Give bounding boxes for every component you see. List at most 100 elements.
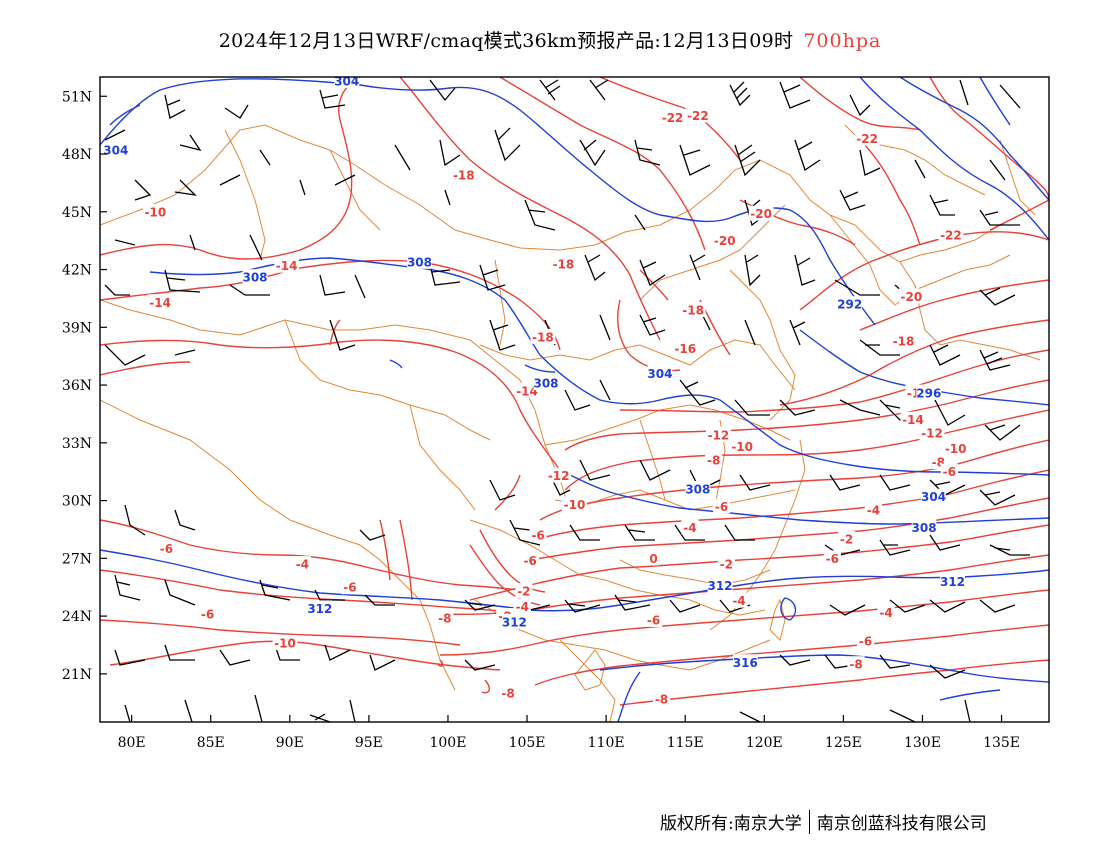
temperature-label: -18 — [893, 334, 915, 348]
temperature-label: -16 — [674, 342, 696, 356]
copyright-company: 南京创蓝科技有限公司 — [816, 814, 987, 834]
temperature-label: -6 — [524, 554, 537, 568]
height-label: 308 — [685, 483, 710, 497]
temperature-label: -4 — [296, 558, 309, 572]
height-label-bg — [921, 488, 946, 504]
temperature-label-bg — [900, 411, 926, 427]
lat-tick-label: 42N — [62, 263, 92, 279]
temperature-label-bg — [823, 550, 841, 566]
temperature-label-bg — [717, 556, 735, 572]
temperature-label-bg — [660, 109, 685, 125]
temperature-label: -2 — [840, 533, 853, 547]
lat-tick-label: 27N — [62, 551, 92, 567]
lon-tick-label: 95E — [355, 735, 383, 751]
lon-tick-label: 80E — [118, 735, 146, 751]
temperature-label: -14 — [516, 384, 538, 398]
temperature-label-bg — [546, 467, 572, 483]
lon-tick-label: 90E — [276, 735, 304, 751]
temperature-label-bg — [919, 425, 945, 441]
temperature-label-bg — [685, 107, 711, 123]
height-label-bg — [837, 296, 863, 312]
temperature-label-bg — [705, 452, 723, 468]
temperature-label: -8 — [438, 612, 451, 626]
temperature-label: -12 — [548, 469, 570, 483]
height-label: 296 — [916, 386, 941, 400]
temperature-label-bg — [856, 633, 875, 649]
map-title: 2024年12月13日WRF/cmaq模式36km预报产品:12月13日09时 7… — [0, 26, 1100, 53]
temperature-label-bg — [530, 328, 556, 344]
temperature-label-bg — [898, 288, 924, 304]
temperature-label-bg — [451, 167, 477, 183]
temperature-label: -20 — [901, 290, 923, 304]
temperature-label-bg — [837, 531, 856, 547]
temperature-label: -6 — [160, 542, 173, 556]
lon-tick-label: 135E — [983, 735, 1020, 751]
temperature-label: 0 — [649, 552, 657, 566]
lon-tick-label: 105E — [509, 735, 546, 751]
height-label: 308 — [242, 271, 267, 285]
height-label: 316 — [733, 656, 758, 670]
temperature-label: -4 — [683, 521, 696, 535]
axis-tick-labels: 80E 85E 90E 95E 100E 105E 110E 115E 120E 125E 130E… — [62, 89, 1020, 751]
temperature-label-bg — [652, 690, 671, 706]
copyright-separator — [808, 810, 810, 834]
temperature-contour-labels: -22 -22-22-18-10-14-14-18-20-20 -22-20-18-… — [142, 107, 969, 706]
temperature-label: -18 — [682, 303, 704, 317]
temperature-label: -10 — [145, 205, 167, 219]
height-label-bg — [407, 253, 432, 269]
height-label-bg — [940, 573, 965, 589]
temperature-contours — [100, 77, 1049, 706]
height-label: 292 — [837, 298, 862, 312]
temperature-label: -4 — [879, 606, 892, 620]
lon-tick-label: 110E — [588, 735, 625, 751]
temperature-label: -22 — [856, 132, 878, 146]
temperature-label-bg — [712, 498, 731, 514]
temperature-label: -8 — [707, 454, 720, 468]
temperature-label: -8 — [655, 692, 668, 706]
temperature-label: -8 — [501, 687, 514, 701]
temperature-label-bg — [748, 205, 774, 221]
temperature-label: -14 — [902, 413, 924, 427]
temperature-label: -6 — [943, 465, 956, 479]
temperature-label-bg — [274, 257, 300, 273]
temperature-label: -6 — [826, 552, 839, 566]
temperature-label: -10 — [945, 442, 967, 456]
temperature-label-bg — [706, 427, 731, 443]
province-border-lines — [100, 124, 1041, 722]
height-contour-labels: 304 304 308 308 292 308 304 296 308 304 308 312 312 3… — [103, 74, 965, 670]
temperature-label: -10 — [274, 637, 296, 651]
temperature-label-bg — [729, 438, 755, 454]
temperature-label: -18 — [553, 257, 575, 271]
lon-tick-label: 100E — [429, 735, 466, 751]
lon-tick-label: 130E — [904, 735, 941, 751]
height-label-bg — [647, 365, 673, 381]
lon-tick-label: 115E — [667, 735, 704, 751]
lat-tick-label: 30N — [62, 494, 92, 510]
height-label: 304 — [334, 74, 359, 88]
lat-tick-label: 39N — [62, 320, 92, 336]
plot-frame — [99, 76, 1050, 723]
lat-tick-label: 45N — [62, 205, 92, 221]
temperature-label-bg — [514, 382, 540, 398]
height-label: 308 — [912, 521, 937, 535]
temperature-label: -14 — [149, 296, 171, 310]
temperature-label-bg — [521, 552, 539, 568]
height-label-bg — [916, 384, 942, 400]
height-label-bg — [911, 519, 937, 535]
temperature-label-bg — [681, 519, 699, 535]
temperature-label: -2 — [517, 585, 530, 599]
temperature-label-bg — [293, 556, 312, 572]
lon-tick-label: 125E — [825, 735, 862, 751]
temperature-label: -10 — [731, 440, 753, 454]
temperature-label: -8 — [849, 658, 862, 672]
temperature-label-bg — [198, 606, 217, 622]
temperature-label: -6 — [859, 635, 872, 649]
temperature-label-bg — [551, 255, 576, 271]
lat-tick-label: 36N — [62, 378, 92, 394]
temperature-label: -22 — [940, 228, 962, 242]
lat-tick-label: 21N — [62, 667, 92, 683]
lat-tick-label: 24N — [62, 609, 92, 625]
temperature-label: -12 — [921, 427, 943, 441]
temperature-label-bg — [938, 226, 964, 242]
temperature-label-bg — [436, 610, 454, 626]
